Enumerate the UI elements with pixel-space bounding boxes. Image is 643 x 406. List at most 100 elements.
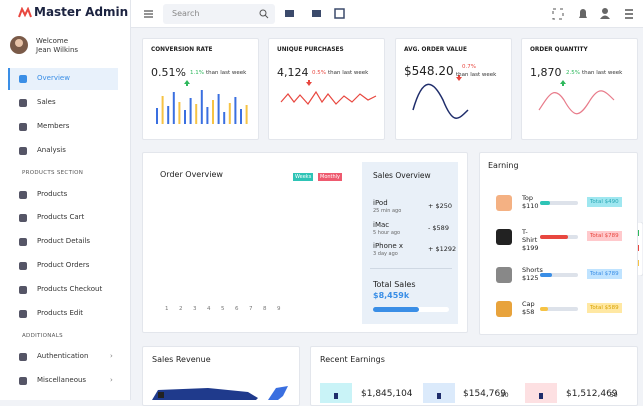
divider [370,268,452,269]
section-title: PRODUCTS SECTION [22,170,84,176]
search-box[interactable] [163,4,275,24]
panel-title: Sales Overview [373,171,431,180]
sales-overview-panel [362,162,458,324]
nav-icon [19,286,27,294]
stat-note: than last week [328,70,369,76]
item-time: 25 min ago [373,208,402,214]
bar-fill [540,307,548,311]
stat-card [521,38,638,140]
nav-icon [19,238,27,246]
product-image [496,229,512,245]
chevron: › [110,352,113,360]
nav-item[interactable]: Products Checkout [37,285,103,293]
card-title: Recent Earnings [320,355,385,364]
change-arrow [560,71,566,86]
stat-chart [529,80,633,128]
stat-title: AVG. ORDER VALUE [404,47,467,53]
stat-chart [150,88,254,128]
earning-icon-mark [437,393,441,399]
nav-icon [19,353,27,361]
sidebar [0,0,131,400]
earning-amount: $154,769 [463,389,506,399]
x-label: 9 [277,306,281,312]
nav-icon [19,262,27,270]
nav-item[interactable]: Products Edit [37,309,84,317]
avatar [10,36,28,54]
nav-icon [19,75,27,83]
nav-item[interactable]: Overview [37,74,70,82]
stat-chart [276,80,380,128]
brand-logo [18,7,32,18]
earning-amount: $1,512,469 [566,389,618,399]
earning-cents: .50 [608,392,618,399]
bar-fill [540,235,568,239]
item-amount: + $250 [428,202,453,210]
bar-fill [540,273,552,277]
nav-icon [19,191,27,199]
item-name: iMac [373,221,390,229]
product-image [496,267,512,283]
bar-track [540,201,578,205]
chevron: › [110,376,113,384]
bar-fill [540,201,550,205]
stat-value: 1,870 [530,66,562,79]
bar-track [540,307,578,311]
product-total: Total $789 [587,269,622,279]
x-label: 4 [207,306,211,312]
change-arrow [306,71,312,86]
topbar-right-icons[interactable] [552,7,634,21]
item-name: iPod [373,199,388,207]
map [148,382,298,400]
change-arrow [184,71,190,86]
product-name: Top [522,194,533,202]
product-name: Cap [522,300,535,308]
product-price: $125 [522,274,539,282]
stat-chart [403,80,507,128]
product-price: $199 [522,244,539,252]
item-time: 3 day ago [373,251,398,257]
stat-note: than last week [582,70,623,76]
nav-item[interactable]: Sales [37,98,56,106]
product-image [496,195,512,211]
item-name: iPhone x [373,242,403,250]
stat-change: 1.1% [190,70,204,76]
x-label: 6 [235,306,239,312]
nav-item[interactable]: Members [37,122,70,130]
topbar-icons[interactable] [285,8,345,20]
tab[interactable]: Monthly [318,173,343,181]
product-total: Total $589 [587,303,622,313]
earning-cents: .50 [499,392,509,399]
menu-toggle[interactable] [144,10,154,18]
stat-change: 2.5% [566,70,580,76]
nav-item[interactable]: Analysis [37,146,66,154]
search-placeholder: Search [172,9,200,18]
stat-card [268,38,385,140]
stat-card [142,38,259,140]
stat-title: UNIQUE PURCHASES [277,47,344,53]
nav-item[interactable]: Authentication [37,352,89,360]
nav-item[interactable]: Product Details [37,237,91,245]
nav-icon [19,123,27,131]
x-label: 1 [165,306,169,312]
search-icon[interactable] [259,9,269,19]
item-amount: - $589 [428,224,449,232]
x-label: 7 [249,306,253,312]
tab[interactable]: Weeks [293,173,314,181]
x-label: 2 [179,306,183,312]
stat-title: CONVERSION RATE [151,47,213,53]
product-total: Total $490 [587,197,622,207]
change-arrow [456,66,462,81]
nav-item[interactable]: Products Cart [37,213,85,221]
stat-value: 0.51% [151,66,186,79]
card-title: Sales Revenue [152,355,211,364]
nav-item[interactable]: Miscellaneous [37,376,87,384]
nav-item[interactable]: Product Orders [37,261,90,269]
x-label: 8 [263,306,267,312]
total-label: Total Sales [373,280,416,289]
earning-icon-mark [539,393,543,399]
nav-item[interactable]: Products [37,190,68,198]
item-amount: + $1292 [428,245,457,253]
product-total: Total $789 [587,231,622,241]
stat-value: $548.20 [404,64,454,78]
